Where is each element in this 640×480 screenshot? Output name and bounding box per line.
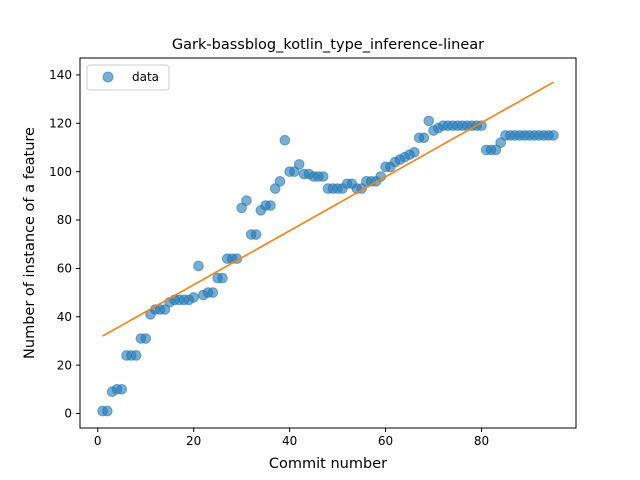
data-point	[274, 176, 286, 187]
axis-ticks: 0 20 40 60 80 0 20 40 60 80 100 120 140	[49, 68, 489, 448]
data-point	[279, 134, 291, 146]
data-point	[102, 405, 113, 417]
legend-marker-data	[102, 71, 114, 83]
legend-label-data: data	[132, 70, 159, 84]
data-point	[317, 171, 329, 182]
data-point	[130, 350, 142, 361]
data-point	[548, 130, 559, 141]
x-tick-label: 0	[94, 434, 102, 448]
y-tick-label: 140	[49, 68, 72, 82]
data-point	[265, 200, 276, 211]
y-tick-label: 80	[57, 213, 72, 227]
data-point	[250, 229, 262, 240]
data-point	[495, 137, 506, 148]
y-tick-label: 120	[49, 116, 72, 130]
x-tick-label: 20	[186, 434, 201, 448]
data-point	[159, 304, 171, 315]
plot-area	[97, 81, 559, 417]
data-point	[207, 287, 219, 298]
x-tick-label: 40	[282, 434, 297, 448]
data-point	[236, 202, 247, 214]
legend-frame	[86, 64, 170, 91]
data-point	[140, 333, 152, 344]
data-point	[188, 292, 199, 303]
y-axis-label: Number of instance of a feature	[22, 127, 38, 359]
data-point	[193, 260, 204, 272]
x-tick-label: 60	[378, 434, 393, 448]
data-point	[409, 147, 420, 158]
axes-frame	[79, 57, 577, 429]
chart-title: Gark-bassblog_kotlin_type_inference-line…	[172, 37, 484, 53]
y-tick-label: 0	[64, 407, 72, 421]
data-point	[269, 183, 281, 194]
x-axis-label: Commit number	[269, 456, 387, 472]
y-tick-label: 100	[49, 165, 72, 179]
data-point	[293, 159, 305, 170]
data-point	[418, 132, 430, 144]
data-point	[423, 115, 435, 127]
data-point	[289, 166, 300, 177]
legend: data	[86, 64, 170, 91]
y-tick-label: 40	[57, 310, 72, 324]
x-tick-label: 80	[474, 434, 489, 448]
fit-line	[102, 81, 554, 337]
y-tick-label: 20	[57, 358, 72, 372]
data-point	[490, 144, 502, 156]
data-point	[241, 195, 252, 206]
data-point	[116, 384, 128, 395]
y-tick-label: 60	[57, 262, 72, 276]
data-point	[217, 272, 228, 284]
